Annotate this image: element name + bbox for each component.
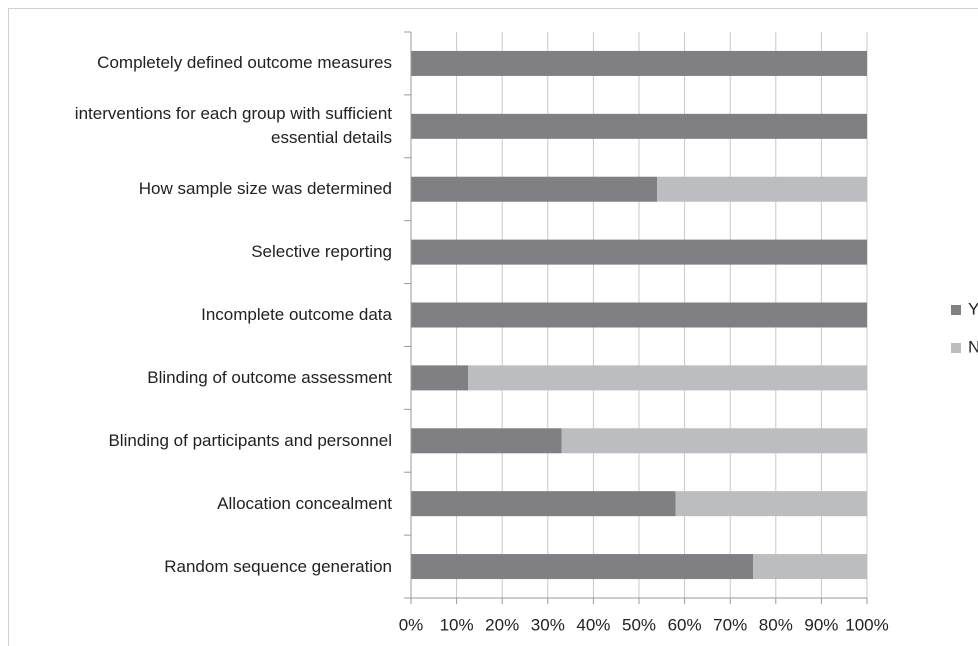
bar-segment <box>411 428 562 454</box>
x-tick-label: 100% <box>845 615 888 634</box>
x-tick-label: 90% <box>804 615 838 634</box>
x-tick-label: 80% <box>759 615 793 634</box>
chart-border <box>8 8 978 646</box>
bar-segment <box>411 176 658 202</box>
bar-segment <box>411 239 867 265</box>
x-tick-label: 60% <box>668 615 702 634</box>
x-tick-label: 30% <box>531 615 565 634</box>
x-tick-label: 20% <box>485 615 519 634</box>
y-tick-label: How sample size was determined <box>138 179 392 199</box>
y-tick-label: Incomplete outcome data <box>201 305 392 324</box>
bar-segment <box>675 491 867 517</box>
bar-segment <box>561 428 867 454</box>
bar-segment <box>411 50 867 76</box>
x-tick-label: 40% <box>576 615 610 634</box>
bar-segment <box>657 176 867 202</box>
legend-swatch <box>951 305 961 315</box>
legend-label: No <box>968 337 978 356</box>
bar-segment <box>753 554 867 580</box>
x-tick-label: 10% <box>440 615 474 634</box>
x-tick-label: 50% <box>622 615 656 634</box>
y-tick-label: Completely defined outcome measures <box>97 53 392 73</box>
y-tick-label: Allocation concealment <box>217 493 392 513</box>
y-tick-label: Selective reporting <box>251 242 392 262</box>
y-tick-label: interventions for each group with suffic… <box>74 104 392 148</box>
y-tick-label: Random sequence generation <box>164 556 392 576</box>
bar-segment <box>411 113 867 139</box>
bar-segment <box>411 302 867 328</box>
x-tick-label: 70% <box>713 615 747 634</box>
legend-swatch <box>951 343 961 353</box>
bar-segment <box>411 491 676 517</box>
y-tick-label: Blinding of outcome assessment <box>147 367 392 387</box>
bar-segment <box>411 554 753 580</box>
x-tick-label: 0% <box>399 615 424 634</box>
y-tick-label: Blinding of participants and personnel <box>108 430 392 450</box>
bar-segment <box>468 365 867 391</box>
legend-label: Yes <box>968 299 978 318</box>
bar-segment <box>411 365 468 391</box>
